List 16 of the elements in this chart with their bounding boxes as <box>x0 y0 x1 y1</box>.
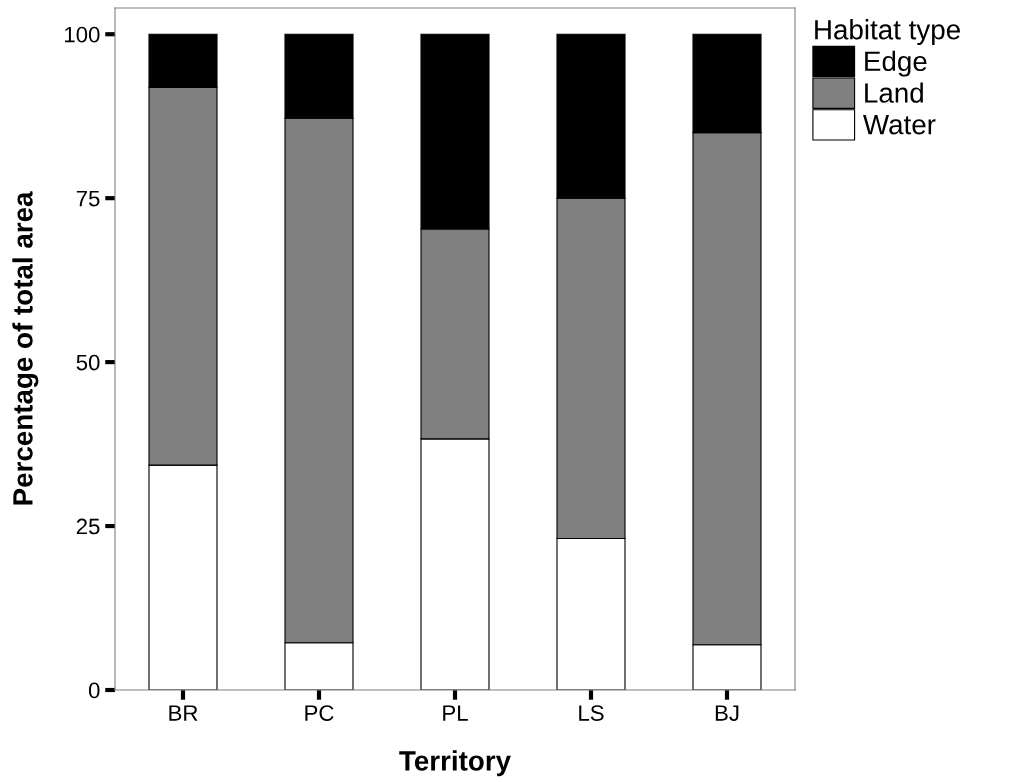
x-tick-label: LS <box>579 705 604 721</box>
y-tick-label: 100 <box>65 26 100 43</box>
x-tick-label: PC <box>305 705 334 721</box>
x-tick-label: PL <box>443 705 468 721</box>
x-axis-title: Territory <box>399 750 511 777</box>
legend-label: Water <box>863 115 936 135</box>
x-tick-label: BR <box>169 705 198 721</box>
legend-title: Habitat type <box>815 19 960 46</box>
legend-label: Land <box>865 82 923 103</box>
y-axis-title: Percentage of total area <box>12 191 39 505</box>
legend-label: Edge <box>865 50 927 77</box>
y-tick-label: 25 <box>76 518 100 535</box>
y-tick-label: 0 <box>88 682 100 699</box>
x-tick-label: BJ <box>715 705 739 721</box>
y-tick-label: 75 <box>76 190 100 207</box>
y-tick-label: 50 <box>76 354 100 371</box>
